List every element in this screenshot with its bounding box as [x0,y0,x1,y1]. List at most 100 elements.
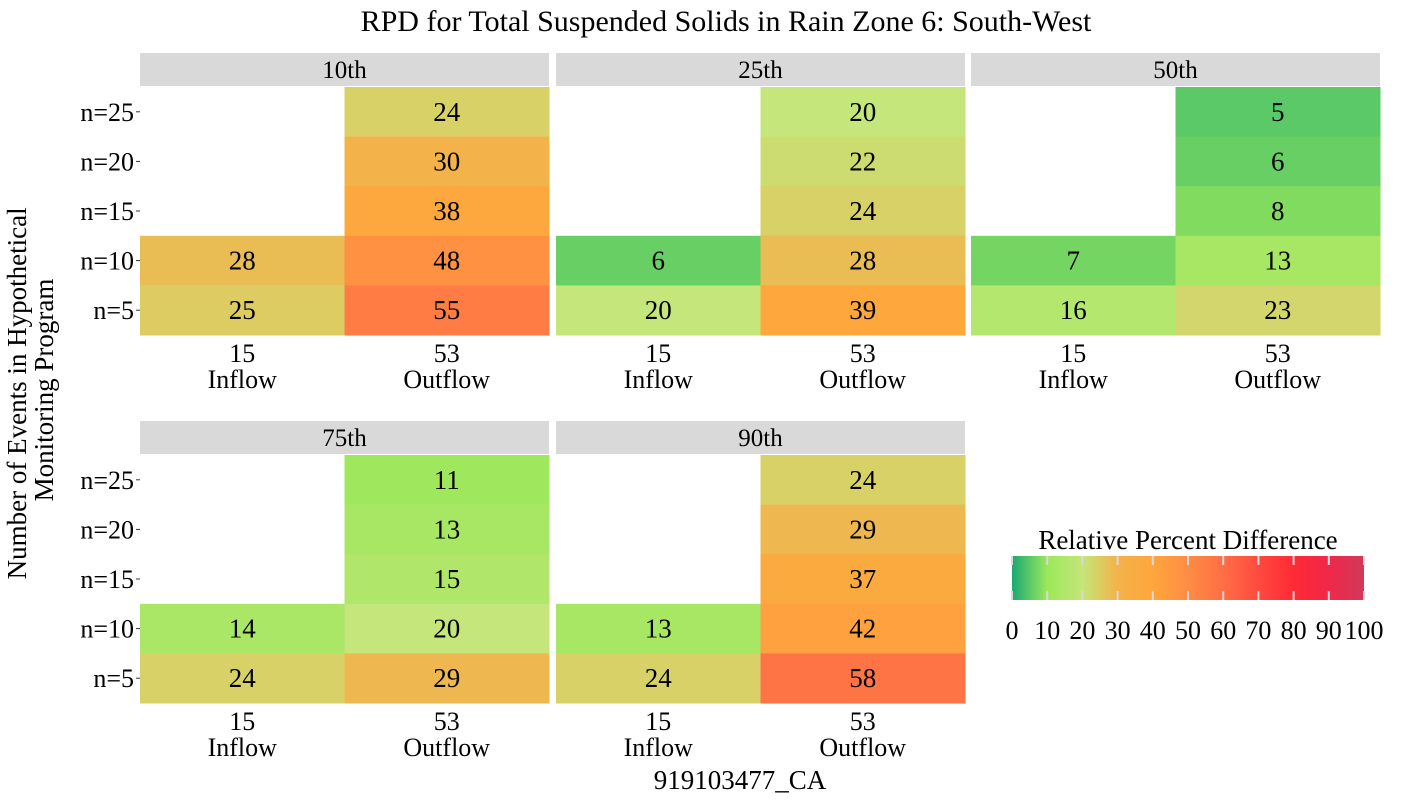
facet-strip-label: 75th [322,425,367,452]
cell-value-label: 14 [229,614,257,644]
heatmap-cell [760,87,966,138]
facet-strip [971,53,1380,86]
heatmap-cell [344,186,550,237]
heatmap-cell [140,285,345,336]
cell-value-label: 7 [1067,246,1081,276]
facet-strip-label: 25th [738,57,783,84]
legend-tick-label: 30 [1105,616,1131,645]
legend-tick-label: 0 [1006,616,1019,645]
cell-value-label: 24 [645,663,673,693]
cell-value-label: 24 [433,97,461,127]
heatmap-cell [760,455,966,506]
cell-value-label: 28 [229,246,256,276]
cell-value-label: 24 [229,663,257,693]
y-tick-label: n=10 [80,247,134,276]
y-axis-title-line-1: Number of Events in Hypothetical [2,207,32,579]
x-tick-name: Inflow [208,733,278,762]
heatmap-cell [344,653,550,704]
heatmap-cell [760,504,966,555]
heatmap-cell [1175,87,1381,138]
cell-value-label: 23 [1264,295,1291,325]
x-tick-name: Inflow [624,733,694,762]
y-axis-title: Number of Events in Hypothetical Monitor… [2,201,59,580]
cell-value-label: 37 [849,564,876,594]
cell-value-label: 15 [433,564,460,594]
cell-value-label: 28 [849,246,876,276]
heatmap-cell [344,235,550,286]
heatmap-cell [344,136,550,187]
facet-strip-label: 90th [738,425,783,452]
x-tick-name: Outflow [403,733,490,762]
heatmap-cell [556,235,761,286]
x-tick-count: 53 [434,707,460,736]
cell-value-label: 58 [849,663,876,693]
x-tick-name: Outflow [819,365,906,394]
x-tick-count: 15 [229,339,255,368]
facet-strip [556,421,965,454]
y-tick-label: n=10 [80,615,134,644]
heatmap-cell [344,554,550,605]
cell-value-label: 13 [1264,246,1291,276]
cell-value-label: 22 [849,146,876,176]
legend-tick-label: 60 [1210,616,1236,645]
heatmap-cell [140,603,345,654]
heatmap-cell [1175,186,1381,237]
cell-value-label: 38 [433,196,460,226]
heatmap-cell [556,285,761,336]
x-tick-count: 53 [850,339,876,368]
facet-strip [140,421,549,454]
y-tick-label: n=25 [80,466,134,495]
legend-tick-label: 40 [1140,616,1166,645]
facet-panel-75th: 75th142415Inflow111315202953Outflown=25n… [80,421,550,762]
x-tick-name: Outflow [1234,365,1321,394]
legend-tick-label: 20 [1069,616,1095,645]
x-tick-count: 53 [1265,339,1291,368]
x-tick-name: Inflow [208,365,278,394]
cell-value-label: 16 [1060,295,1087,325]
y-tick-label: n=5 [93,296,134,325]
cell-value-label: 30 [433,146,460,176]
facet-strip [140,53,549,86]
x-tick-count: 53 [434,339,460,368]
heatmap-cell [760,136,966,187]
cell-value-label: 20 [433,614,460,644]
x-tick-name: Outflow [403,365,490,394]
facet-strip-label: 50th [1153,57,1198,84]
y-tick-label: n=15 [80,197,134,226]
heatmap-cell [760,235,966,286]
x-tick-count: 15 [1060,339,1086,368]
heatmap-cell [140,653,345,704]
cell-value-label: 20 [849,97,876,127]
heatmap-cell [344,504,550,555]
x-tick-name: Inflow [624,365,694,394]
cell-value-label: 13 [645,614,672,644]
y-tick-label: n=20 [80,147,134,176]
legend-tick-label: 80 [1281,616,1307,645]
y-axis-title-line-2: Monitoring Program [29,279,59,502]
heatmap-cell [344,455,550,506]
heatmap-cell [556,603,761,654]
cell-value-label: 6 [1271,146,1285,176]
legend-tick-label: 10 [1034,616,1060,645]
heatmap-cell [1175,136,1381,187]
x-tick-name: Inflow [1039,365,1109,394]
heatmap-cell [1175,285,1381,336]
heatmap-cell [971,285,1176,336]
cell-value-label: 42 [849,614,876,644]
heatmap-cell [140,235,345,286]
y-tick-label: n=25 [80,98,134,127]
cell-value-label: 24 [849,465,877,495]
facets-layer: 10th282515Inflow243038485553Outflown=25n… [80,53,1381,762]
y-tick-label: n=5 [93,664,134,693]
cell-value-label: 11 [434,465,460,495]
cell-value-label: 8 [1271,196,1285,226]
cell-value-label: 24 [849,196,877,226]
legend: Relative Percent Difference 0 10 20 30 40 50 6… [1006,525,1384,645]
x-tick-count: 15 [229,707,255,736]
facet-strip [556,53,965,86]
heatmap-cell [556,653,761,704]
cell-value-label: 29 [849,514,876,544]
heatmap-cell [344,87,550,138]
